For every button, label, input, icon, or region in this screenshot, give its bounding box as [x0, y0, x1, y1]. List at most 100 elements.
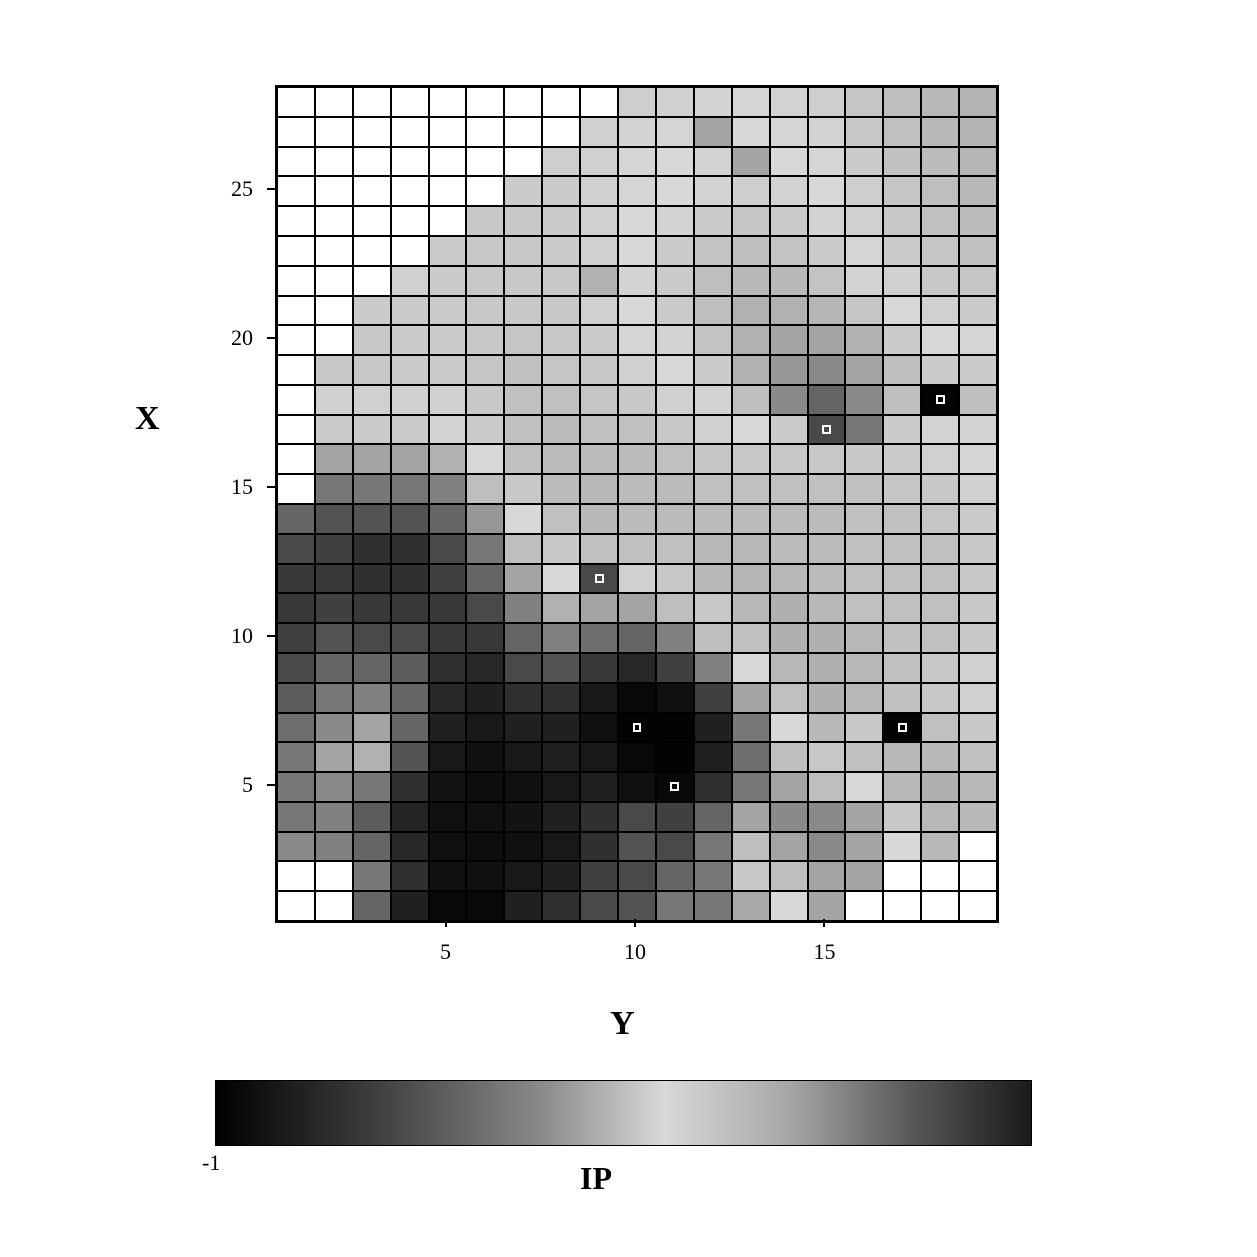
- heatmap-cell: [845, 117, 883, 147]
- heatmap-cell: [466, 861, 504, 891]
- heatmap-cell: [845, 742, 883, 772]
- heatmap-cell: [921, 742, 959, 772]
- heatmap-cell: [921, 117, 959, 147]
- heatmap-cell: [732, 236, 770, 266]
- heatmap-cell: [466, 564, 504, 593]
- heatmap-cell: [466, 176, 504, 206]
- heatmap-cell: [429, 683, 466, 713]
- heatmap-cell: [353, 534, 391, 564]
- heatmap-cell: [921, 593, 959, 623]
- heatmap-cell: [732, 147, 770, 176]
- heatmap-cell: [542, 385, 580, 415]
- heatmap-cell: [315, 296, 353, 325]
- heatmap-cell: [391, 176, 429, 206]
- heatmap-cell: [959, 683, 997, 713]
- heatmap-cell: [656, 266, 694, 296]
- heatmap-cell: [921, 266, 959, 296]
- heatmap-cell: [542, 325, 580, 355]
- heatmap-cell: [770, 444, 808, 474]
- heatmap-cell: [845, 713, 883, 742]
- heatmap-cell: [770, 176, 808, 206]
- heatmap-cell: [808, 385, 845, 415]
- heatmap-cell: [504, 683, 542, 713]
- heatmap-cell: [921, 653, 959, 683]
- heatmap-cell: [542, 415, 580, 444]
- heatmap-cell: [845, 683, 883, 713]
- heatmap-cell: [770, 623, 808, 653]
- heatmap-cell: [694, 355, 732, 385]
- heatmap-cell: [277, 861, 315, 891]
- heatmap-cell: [959, 891, 997, 921]
- heatmap-cell: [315, 623, 353, 653]
- heatmap-cell: [732, 861, 770, 891]
- x-tick-mark: [634, 919, 636, 927]
- heatmap-cell: [504, 742, 542, 772]
- heatmap-cell: [429, 653, 466, 683]
- heatmap-cell: [504, 713, 542, 742]
- heatmap-cell: [580, 415, 618, 444]
- heatmap-cell: [656, 564, 694, 593]
- heatmap-cell: [466, 117, 504, 147]
- heatmap-cell: [770, 325, 808, 355]
- heatmap-cell: [808, 653, 845, 683]
- heatmap-cell: [391, 236, 429, 266]
- heatmap-cell: [353, 296, 391, 325]
- heatmap-cell: [580, 742, 618, 772]
- heatmap-cell: [770, 653, 808, 683]
- heatmap-cell: [391, 355, 429, 385]
- heatmap-cell: [845, 504, 883, 534]
- heatmap-cell: [921, 564, 959, 593]
- heatmap-cell: [504, 504, 542, 534]
- heatmap-cell: [466, 296, 504, 325]
- heatmap-cell: [618, 772, 656, 802]
- heatmap-cell: [656, 87, 694, 117]
- heatmap-cell: [580, 713, 618, 742]
- heatmap-cell: [618, 296, 656, 325]
- heatmap-cell: [732, 385, 770, 415]
- heatmap-cell: [277, 87, 315, 117]
- heatmap-cell: [353, 713, 391, 742]
- heatmap-cell: [504, 355, 542, 385]
- heatmap-cell: [921, 236, 959, 266]
- heatmap-cell: [542, 206, 580, 236]
- heatmap-cell: [429, 296, 466, 325]
- heatmap-cell: [353, 385, 391, 415]
- heatmap-cell: [656, 236, 694, 266]
- marker-square: [936, 395, 945, 404]
- heatmap-cell: [845, 385, 883, 415]
- heatmap-cell: [959, 534, 997, 564]
- heatmap-cell: [921, 147, 959, 176]
- heatmap-cell: [808, 87, 845, 117]
- heatmap-cell: [845, 147, 883, 176]
- heatmap-cell: [353, 653, 391, 683]
- heatmap-cell: [770, 385, 808, 415]
- heatmap-cell: [732, 623, 770, 653]
- heatmap-cell: [694, 683, 732, 713]
- heatmap-cell: [504, 534, 542, 564]
- heatmap-cell: [353, 891, 391, 921]
- heatmap-cell: [466, 653, 504, 683]
- heatmap-cell: [656, 534, 694, 564]
- colorbar-title: IP: [580, 1160, 612, 1197]
- colorbar-min-label: -1: [202, 1150, 220, 1176]
- heatmap-cell: [694, 564, 732, 593]
- heatmap-cell: [921, 325, 959, 355]
- heatmap-cell: [694, 742, 732, 772]
- heatmap-cell: [504, 415, 542, 444]
- heatmap-cell: [845, 534, 883, 564]
- heatmap-cell: [466, 474, 504, 504]
- heatmap-cell: [618, 534, 656, 564]
- heatmap-cell: [656, 296, 694, 325]
- heatmap-cell: [694, 147, 732, 176]
- heatmap-cell: [277, 802, 315, 832]
- heatmap-cell: [353, 742, 391, 772]
- heatmap-cell: [883, 683, 921, 713]
- heatmap-cell: [618, 474, 656, 504]
- heatmap-cell: [277, 296, 315, 325]
- x-tick-mark: [445, 919, 447, 927]
- heatmap-cell: [921, 504, 959, 534]
- heatmap-cell: [542, 891, 580, 921]
- heatmap-cell: [580, 504, 618, 534]
- heatmap-cell: [580, 802, 618, 832]
- heatmap-cell: [883, 117, 921, 147]
